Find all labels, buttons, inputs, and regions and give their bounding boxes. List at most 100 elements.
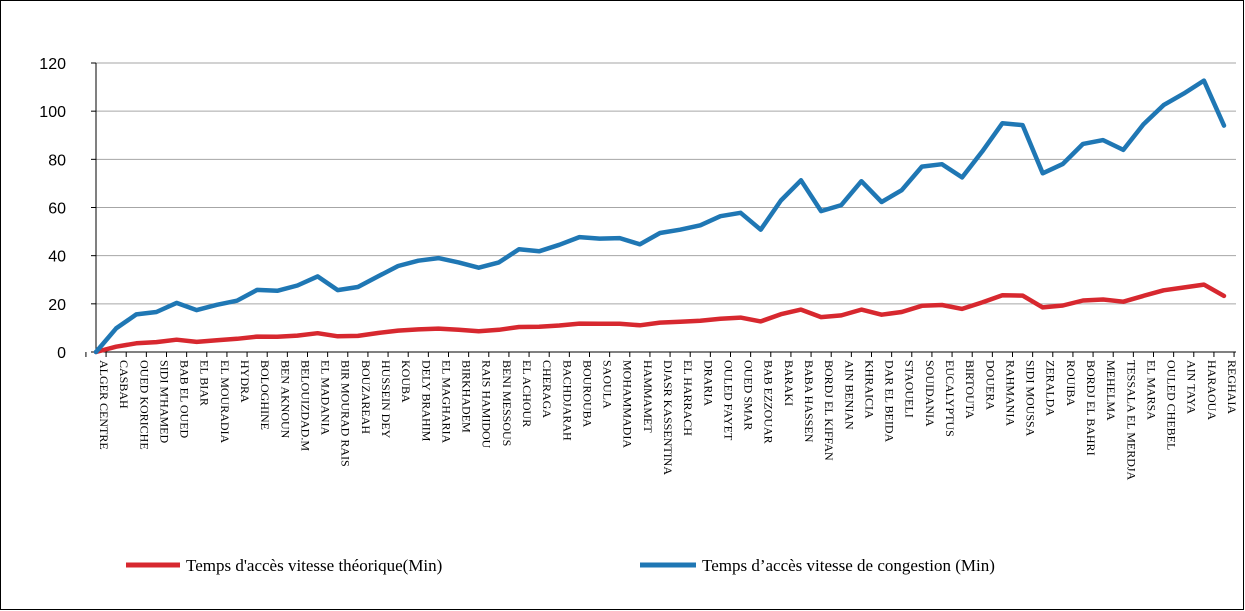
data-point-congestion (216, 304, 218, 306)
x-tick-label: BIR MOURAD RAIS (339, 360, 353, 467)
data-point-theorique (317, 332, 319, 334)
data-point-theorique (196, 341, 198, 343)
data-point-theorique (256, 336, 258, 338)
data-point-congestion (337, 289, 339, 291)
x-tick-label: DAR EL BEIDA (883, 360, 897, 443)
x-tick-label: MOHAMMADIA (621, 360, 635, 448)
x-tick-label: AIN BENIAN (842, 360, 856, 430)
data-point-congestion (135, 313, 137, 315)
data-point-theorique (780, 313, 782, 315)
data-point-theorique (1062, 305, 1064, 307)
x-tick-label: REGHAIA (1225, 360, 1239, 414)
x-tick-label: BAB EL OUED (178, 360, 192, 439)
x-tick-label: BOLOGHINE (258, 360, 272, 430)
x-tick-label: BOUZAREAH (359, 360, 373, 434)
x-tick-label: CHERAGA (540, 360, 554, 418)
data-point-theorique (276, 336, 278, 338)
data-point-theorique (518, 326, 520, 328)
data-point-congestion (800, 179, 802, 181)
data-point-theorique (1122, 301, 1124, 303)
x-tick-label: RAHMANIA (1003, 360, 1017, 426)
data-point-congestion (901, 189, 903, 191)
data-point-congestion (981, 150, 983, 152)
x-tick-label: BARAKI (782, 360, 796, 406)
data-point-congestion (921, 166, 923, 168)
data-point-theorique (1001, 294, 1003, 296)
x-tick-label: BORDJ EL BAHRI (1084, 360, 1098, 456)
x-tick-label: BELOUIZDAD.M (298, 360, 312, 451)
y-tick-label: 20 (48, 297, 66, 314)
y-tick-label: 40 (48, 249, 66, 266)
data-point-congestion (518, 248, 520, 250)
legend: Temps d'accès vitesse théorique(Min) Tem… (126, 556, 995, 575)
x-tick-label: EL BIAR (198, 360, 212, 406)
data-point-congestion (760, 229, 762, 231)
data-point-congestion (1001, 122, 1003, 124)
data-point-congestion (498, 261, 500, 263)
x-tick-label: HUSSEIN DEY (379, 360, 393, 439)
data-point-congestion (377, 275, 379, 277)
data-point-congestion (458, 261, 460, 263)
data-point-theorique (437, 328, 439, 330)
data-point-theorique (478, 330, 480, 332)
x-tick-label: HARAOUA (1205, 360, 1219, 420)
data-point-congestion (1122, 149, 1124, 151)
data-point-congestion (155, 311, 157, 313)
data-point-congestion (256, 289, 258, 291)
data-point-theorique (800, 309, 802, 311)
data-point-theorique (760, 320, 762, 322)
x-tick-label: BENI MESSOUS (500, 360, 514, 446)
gridlines (96, 62, 1236, 305)
x-tick-label: HAMMAMET (641, 360, 655, 433)
data-point-congestion (95, 351, 97, 353)
data-point-congestion (1183, 93, 1185, 95)
data-point-congestion (619, 237, 621, 239)
x-tick-label: EL ACHOUR (520, 360, 534, 427)
data-point-congestion (1042, 172, 1044, 174)
x-tick-label: DRARIA (701, 360, 715, 406)
x-tick-label: BIRTOUTA (963, 360, 977, 419)
data-point-congestion (578, 236, 580, 238)
data-point-theorique (1102, 298, 1104, 300)
data-point-congestion (740, 212, 742, 214)
data-point-theorique (1082, 299, 1084, 301)
data-point-theorique (337, 335, 339, 337)
legend-label-theorique: Temps d'accès vitesse théorique(Min) (186, 556, 442, 575)
data-point-theorique (458, 329, 460, 331)
x-tick-label: DELY BRAHIM (419, 360, 433, 442)
data-point-theorique (740, 317, 742, 319)
x-tick-label: BACHDJARAH (560, 360, 574, 441)
data-point-congestion (1022, 124, 1024, 126)
data-point-congestion (115, 327, 117, 329)
x-tick-label: ROUIBA (1064, 360, 1078, 406)
data-point-theorique (558, 325, 560, 327)
data-point-congestion (196, 309, 198, 311)
x-tick-label: OUED SMAR (742, 360, 756, 430)
data-point-congestion (1203, 80, 1205, 82)
x-tick-label: OUED KORICHE (137, 360, 151, 450)
x-tick-label: BORDJ EL KIFFAN (822, 360, 836, 461)
y-tick-label: 100 (39, 104, 66, 121)
x-tick-label: BABA HASSEN (802, 360, 816, 443)
data-point-theorique (699, 320, 701, 322)
x-tick-label: CASBAH (117, 360, 131, 409)
data-point-congestion (1062, 163, 1064, 165)
data-point-theorique (659, 322, 661, 324)
data-point-theorique (1203, 284, 1205, 286)
data-point-theorique (619, 323, 621, 325)
x-tick-label: EL MARSA (1144, 360, 1158, 420)
x-tick-label: EL MADANIA (319, 360, 333, 436)
data-point-congestion (780, 200, 782, 202)
x-tick-label: AIN TAYA (1185, 360, 1199, 414)
data-point-theorique (881, 314, 883, 316)
x-tick-label: SIDI M'HAMED (157, 360, 171, 443)
data-point-congestion (236, 300, 238, 302)
data-point-congestion (296, 285, 298, 287)
data-point-congestion (820, 210, 822, 212)
data-point-theorique (578, 323, 580, 325)
data-point-theorique (296, 335, 298, 337)
data-point-theorique (115, 346, 117, 348)
data-point-congestion (961, 176, 963, 178)
x-tick-label: TESSALA EL MERDJA (1124, 360, 1138, 481)
